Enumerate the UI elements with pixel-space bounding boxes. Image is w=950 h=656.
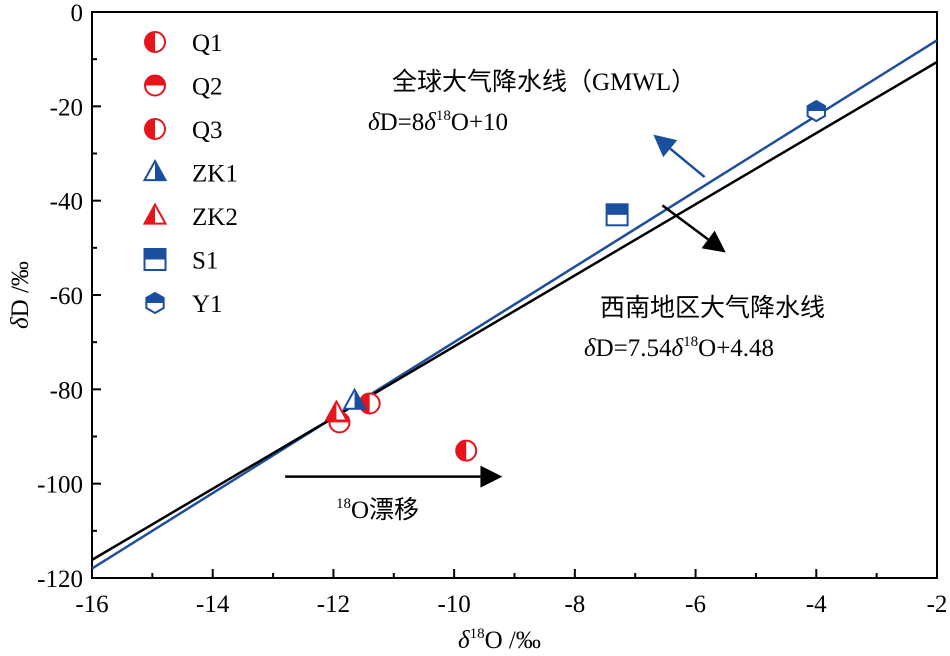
- legend-label: S1: [192, 248, 218, 275]
- legend-marker: [142, 159, 168, 182]
- legend-item-s1: S1: [143, 248, 218, 275]
- gmwl-line: [91, 39, 938, 570]
- x-tick-label: -16: [75, 591, 108, 618]
- legend-label: Y1: [192, 291, 223, 318]
- legend-item-zk2: ZK2: [142, 202, 238, 231]
- drift-arrow: [285, 465, 503, 488]
- legend-label: Q1: [192, 30, 223, 57]
- x-tick-label: -4: [806, 591, 827, 618]
- y-tick-label: -40: [50, 189, 83, 216]
- y-tick-label: 0: [71, 0, 84, 27]
- legend-label: Q2: [192, 74, 223, 101]
- x-axis-ticks: -16 -14 -12 -10 -8 -6 -4 -2: [75, 569, 947, 618]
- x-tick-label: -12: [317, 591, 350, 618]
- point-y1: [806, 99, 826, 123]
- x-axis-title: δ18O /‰: [458, 626, 541, 654]
- legend-marker: [145, 291, 165, 315]
- data-points: [324, 99, 826, 462]
- legend-item-zk1: ZK1: [142, 159, 238, 188]
- point-s1: [605, 203, 629, 227]
- x-tick-label: -6: [685, 591, 706, 618]
- lmwl-label: 西南地区大气降水线: [600, 294, 825, 322]
- legend-marker: [144, 118, 166, 140]
- y-tick-label: -80: [50, 377, 83, 404]
- lmwl-line: [91, 60, 938, 561]
- lmwl-equation: δD=7.54δ18O+4.48: [584, 334, 774, 362]
- y-tick-label: -60: [50, 283, 83, 310]
- meteoric-water-lines: [91, 39, 938, 570]
- point-q1: [455, 439, 478, 462]
- legend-item-q3: Q3: [144, 117, 223, 144]
- lmwl-arrow: [661, 204, 726, 253]
- legend-label: ZK1: [192, 161, 238, 188]
- legend-marker: [144, 74, 166, 97]
- legend-item-y1: Y1: [145, 291, 223, 318]
- x-tick-label: -14: [196, 591, 230, 618]
- gmwl-equation: δD=8δ18O+10: [368, 108, 508, 136]
- legend-label: Q3: [192, 117, 223, 144]
- point-zk2: [324, 399, 349, 422]
- y-axis-ticks: 0 -20 -40 -60 -80 -100 -120: [37, 0, 101, 593]
- legend-item-q1: Q1: [144, 30, 223, 57]
- y-tick-label: -20: [50, 94, 83, 121]
- legend-marker: [144, 31, 166, 53]
- legend: Q1 Q2 Q3 ZK1 ZK2 S1 Y1: [142, 30, 238, 318]
- legend-label: ZK2: [192, 204, 238, 231]
- x-tick-label: -8: [564, 591, 585, 618]
- gmwl-label: 全球大气降水线（GMWL）: [392, 68, 696, 96]
- legend-item-q2: Q2: [144, 74, 223, 101]
- y-tick-label: -100: [37, 472, 83, 499]
- legend-marker: [142, 202, 168, 225]
- legend-marker: [143, 248, 167, 271]
- gmwl-arrow: [653, 134, 706, 179]
- drift-label: 18O漂移: [336, 496, 419, 524]
- x-tick-label: -10: [437, 591, 470, 618]
- point-zk1: [342, 387, 367, 410]
- y-tick-label: -120: [37, 566, 83, 593]
- y-axis-title: δD /‰: [7, 261, 34, 329]
- x-tick-label: -2: [927, 591, 948, 618]
- drift-arrows: [285, 134, 726, 488]
